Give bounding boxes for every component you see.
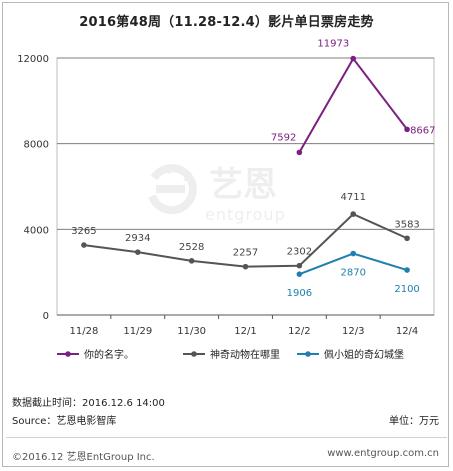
legend-swatch-marker	[65, 351, 71, 357]
data-label: 8667	[410, 125, 435, 136]
chart-frame	[2, 2, 449, 467]
data-label: 2257	[233, 248, 258, 259]
x-tick-label: 11/30	[177, 326, 206, 337]
data-point	[404, 235, 410, 242]
data-point	[296, 271, 303, 277]
data-point	[350, 211, 357, 217]
data-label: 1906	[287, 288, 312, 299]
legend-item-0: 你的名字。	[57, 348, 134, 361]
data-label: 4711	[340, 192, 365, 203]
x-tick-label: 12/4	[396, 326, 418, 337]
data-label: 2870	[340, 268, 365, 279]
y-tick-label: 12000	[17, 54, 49, 65]
data-label: 3265	[71, 226, 96, 237]
watermark-logo: 艺恩 entgroup	[148, 164, 286, 224]
data-point	[134, 249, 141, 255]
entgroup-logo-icon	[148, 164, 197, 215]
series-2: 1906 2870 2100	[287, 250, 420, 299]
chart-title: 2016第48周（11.28-12.4）影片单日票房走势	[79, 15, 374, 30]
series-0: 7592 11973 8667	[271, 39, 436, 156]
data-label: 11973	[317, 39, 349, 50]
legend-label: 佩小姐的奇幻城堡	[324, 348, 404, 361]
data-point	[404, 267, 410, 273]
data-point	[188, 258, 195, 264]
legend-swatch-marker	[191, 351, 197, 357]
data-point	[296, 262, 303, 269]
chart-axes: 0 4000 8000 12000 11/28 11/29 11/30 12/1 12/2 12/…	[17, 54, 434, 337]
x-tick-label: 11/28	[70, 326, 99, 337]
data-point	[296, 149, 303, 156]
data-point	[242, 263, 249, 270]
data-point	[81, 242, 87, 248]
data-point	[350, 250, 357, 257]
data-label: 2528	[179, 242, 204, 253]
legend-item-1: 神奇动物在哪里	[183, 348, 280, 361]
footer-divider	[6, 437, 447, 438]
y-tick-label: 4000	[24, 225, 49, 236]
data-label: 3583	[394, 219, 419, 230]
chart-legend: 你的名字。 神奇动物在哪里 佩小姐的奇幻城堡	[57, 348, 404, 361]
plot-area	[56, 57, 435, 316]
data-label: 7592	[271, 132, 296, 143]
data-cutoff-time: 数据截止时间：2016.12.6 14:00	[12, 398, 165, 409]
website-link[interactable]: www.entgroup.com.cn	[327, 448, 439, 459]
data-label: 2934	[125, 233, 150, 244]
legend-label: 神奇动物在哪里	[210, 348, 280, 361]
legend-label: 你的名字。	[84, 348, 134, 361]
data-point	[350, 55, 357, 62]
data-source: Source：艺恩电影智库	[12, 416, 117, 427]
x-tick-label: 12/3	[342, 326, 364, 337]
series-line	[298, 57, 408, 153]
x-tick-label: 11/29	[123, 326, 152, 337]
x-tick-label: 12/2	[288, 326, 310, 337]
y-tick-label: 0	[43, 311, 49, 322]
watermark-brand-en: entgroup	[205, 205, 286, 224]
legend-item-2: 佩小姐的奇幻城堡	[297, 348, 404, 361]
data-label: 2100	[394, 284, 419, 295]
copyright-text: ©2016.12 艺恩EntGroup Inc.	[12, 452, 155, 463]
watermark-brand-cn: 艺恩	[209, 165, 277, 205]
legend-swatch-marker	[305, 351, 311, 357]
data-label: 2302	[287, 247, 312, 258]
x-tick-label: 12/1	[234, 326, 256, 337]
unit-label: 单位：万元	[389, 416, 439, 427]
y-tick-label: 8000	[24, 140, 49, 151]
series-1: 3265 2934 2528 2257 2302 4711 3583	[71, 192, 420, 270]
data-point	[404, 126, 410, 133]
series-layer: 7592 11973 8667 3265 2934 2528 2257 2302 4711 358…	[71, 39, 435, 300]
